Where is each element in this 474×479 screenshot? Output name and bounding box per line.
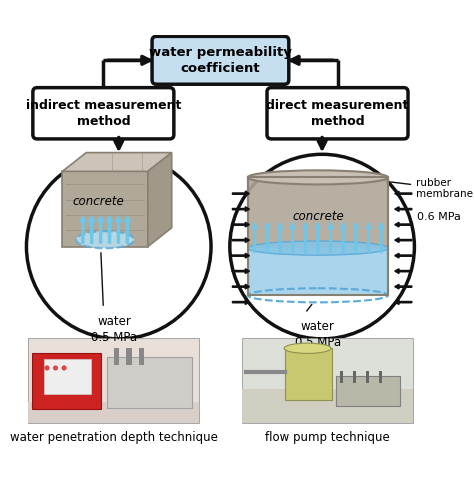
FancyArrow shape	[232, 300, 249, 305]
FancyArrow shape	[290, 222, 295, 252]
Polygon shape	[63, 153, 172, 171]
FancyArrow shape	[395, 300, 412, 305]
FancyBboxPatch shape	[33, 88, 174, 139]
Text: water permeability
coefficient: water permeability coefficient	[149, 46, 292, 75]
Text: concrete: concrete	[292, 210, 344, 223]
Circle shape	[62, 365, 67, 370]
Bar	[107, 357, 192, 408]
Bar	[114, 348, 119, 365]
Text: water
0.5 MPa: water 0.5 MPa	[295, 320, 341, 349]
FancyArrow shape	[341, 222, 346, 252]
Bar	[248, 177, 388, 248]
Bar	[127, 348, 132, 365]
Ellipse shape	[76, 231, 134, 248]
Bar	[353, 370, 356, 383]
Circle shape	[45, 365, 49, 370]
Text: water penetration depth technique: water penetration depth technique	[9, 431, 218, 444]
FancyArrow shape	[395, 207, 412, 211]
FancyArrow shape	[115, 216, 121, 243]
Bar	[248, 248, 388, 295]
FancyArrow shape	[303, 222, 308, 252]
FancyArrow shape	[232, 191, 249, 196]
FancyArrow shape	[395, 191, 412, 196]
Bar	[366, 370, 369, 383]
Bar	[284, 348, 331, 399]
FancyArrow shape	[107, 216, 112, 243]
Bar	[44, 359, 91, 394]
Bar	[28, 402, 199, 423]
Text: concrete: concrete	[73, 195, 124, 208]
FancyBboxPatch shape	[152, 36, 289, 84]
FancyArrow shape	[80, 216, 86, 243]
Polygon shape	[148, 153, 172, 247]
FancyArrow shape	[395, 269, 412, 274]
FancyArrow shape	[232, 284, 249, 289]
FancyArrow shape	[124, 216, 130, 243]
FancyArrow shape	[354, 222, 358, 252]
Text: 0.6 MPa: 0.6 MPa	[417, 212, 461, 222]
FancyArrow shape	[395, 238, 412, 242]
Text: rubber
membrane: rubber membrane	[391, 178, 473, 199]
Text: indirect measurement
method: indirect measurement method	[26, 99, 181, 128]
Bar	[242, 338, 413, 423]
Text: flow pump technique: flow pump technique	[265, 431, 390, 444]
Bar	[248, 177, 388, 295]
FancyArrow shape	[232, 269, 249, 274]
FancyArrow shape	[366, 222, 371, 252]
FancyArrow shape	[232, 207, 249, 211]
Circle shape	[53, 365, 58, 370]
FancyArrow shape	[395, 284, 412, 289]
FancyArrow shape	[328, 222, 333, 252]
Bar	[242, 389, 413, 423]
FancyArrow shape	[379, 222, 383, 252]
FancyArrow shape	[252, 222, 257, 252]
Text: water
0.5 MPa: water 0.5 MPa	[91, 315, 137, 344]
FancyArrow shape	[395, 253, 412, 258]
Bar	[336, 376, 400, 406]
Bar	[63, 171, 148, 247]
FancyArrow shape	[316, 222, 320, 252]
Bar	[340, 370, 344, 383]
Bar	[139, 348, 145, 365]
Bar	[32, 354, 101, 409]
FancyArrow shape	[232, 238, 249, 242]
Ellipse shape	[248, 241, 388, 255]
Ellipse shape	[248, 171, 388, 184]
FancyArrow shape	[278, 222, 282, 252]
FancyArrow shape	[395, 222, 412, 227]
Bar	[28, 338, 199, 423]
FancyArrow shape	[98, 216, 104, 243]
FancyArrow shape	[232, 253, 249, 258]
FancyBboxPatch shape	[267, 88, 408, 139]
Text: direct measurement
method: direct measurement method	[266, 99, 409, 128]
FancyArrow shape	[89, 216, 95, 243]
FancyArrow shape	[265, 222, 270, 252]
Ellipse shape	[284, 343, 331, 354]
Bar	[379, 370, 382, 383]
FancyArrow shape	[232, 222, 249, 227]
